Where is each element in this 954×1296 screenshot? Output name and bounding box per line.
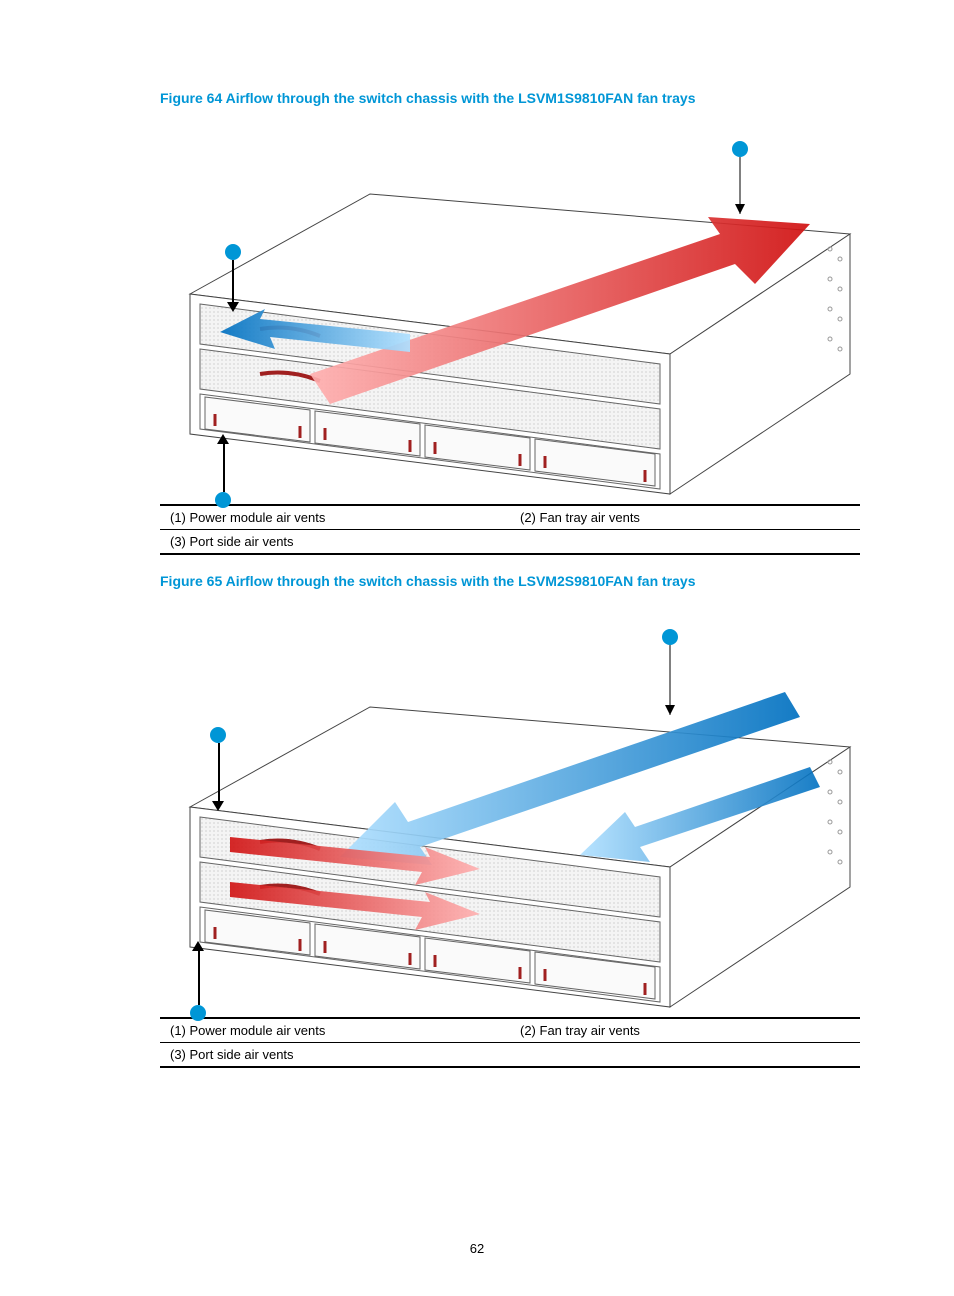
callout-marker-3: [225, 244, 241, 260]
figure-64-diagram: [160, 114, 860, 504]
legend-cell: (1) Power module air vents: [160, 1018, 510, 1043]
legend-cell: (2) Fan tray air vents: [510, 1018, 860, 1043]
legend-cell: [510, 1043, 860, 1068]
legend-cell: (3) Port side air vents: [160, 530, 510, 555]
legend-cell: (3) Port side air vents: [160, 1043, 510, 1068]
figure-65-caption: Figure 65 Airflow through the switch cha…: [160, 573, 854, 589]
leader-line: [223, 442, 225, 492]
leader-line: [198, 949, 200, 1005]
chassis-drawing: [160, 597, 860, 1017]
leader-line: [218, 743, 220, 803]
figure-65-diagram: [160, 597, 860, 1017]
figure-64-legend: (1) Power module air vents (2) Fan tray …: [160, 504, 860, 555]
figure-64-caption: Figure 64 Airflow through the switch cha…: [160, 90, 854, 106]
callout-marker-2: [662, 629, 678, 645]
callout-marker-1: [215, 492, 231, 508]
callout-marker-3: [210, 727, 226, 743]
leader-arrow: [227, 302, 239, 312]
leader-arrow: [192, 941, 204, 951]
leader-line: [232, 260, 234, 304]
leader-arrow: [217, 434, 229, 444]
page-number: 62: [0, 1241, 954, 1256]
figure-64: Figure 64 Airflow through the switch cha…: [160, 90, 854, 555]
legend-cell: (2) Fan tray air vents: [510, 505, 860, 530]
legend-cell: [510, 530, 860, 555]
figure-65-legend: (1) Power module air vents (2) Fan tray …: [160, 1017, 860, 1068]
chassis-drawing: [160, 114, 860, 504]
figure-65: Figure 65 Airflow through the switch cha…: [160, 573, 854, 1068]
callout-marker-2: [732, 141, 748, 157]
legend-cell: (1) Power module air vents: [160, 505, 510, 530]
callout-marker-1: [190, 1005, 206, 1021]
leader-arrow: [212, 801, 224, 811]
